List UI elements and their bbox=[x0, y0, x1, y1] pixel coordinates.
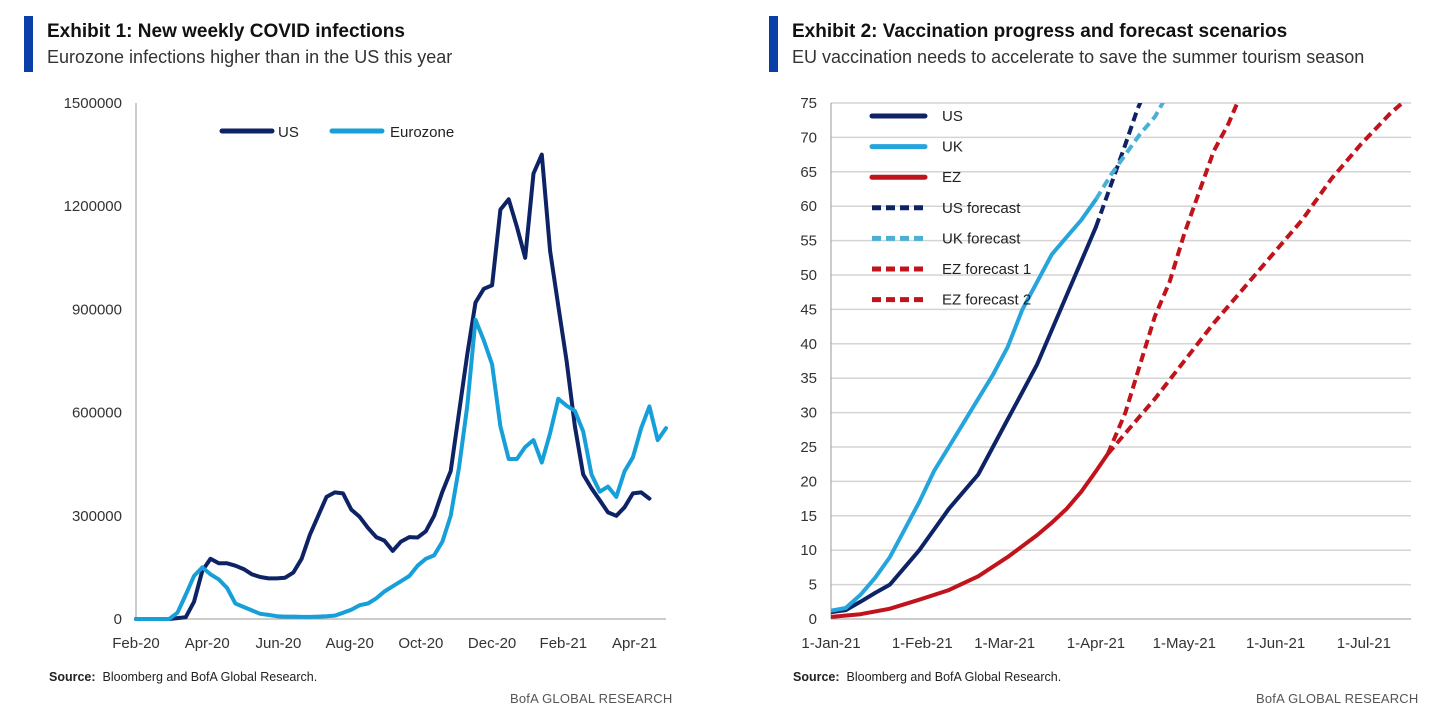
y-tick-label: 5 bbox=[809, 577, 817, 594]
x-tick-label: 1-Feb-21 bbox=[892, 635, 953, 652]
exhibit-2-source: Source: Bloomberg and BofA Global Resear… bbox=[793, 670, 1061, 684]
exhibit-1-source-text: Bloomberg and BofA Global Research. bbox=[102, 670, 318, 684]
legend-label-uk: UK bbox=[942, 139, 963, 156]
y-tick-label: 0 bbox=[809, 611, 817, 628]
x-tick-label: 1-Jan-21 bbox=[801, 635, 860, 652]
y-tick-label: 60 bbox=[800, 198, 817, 215]
x-tick-label: Feb-21 bbox=[540, 635, 588, 652]
y-tick-label: 70 bbox=[800, 129, 817, 146]
x-tick-label: Oct-20 bbox=[398, 635, 443, 652]
x-tick-label: Apr-21 bbox=[612, 635, 657, 652]
series-line-uk-forecast bbox=[1094, 103, 1165, 201]
exhibit-2-chart: 0 5 10 15 20 25 30 35 40 45 50 55 60 65 70 75 1-Jan-21 1-… bbox=[800, 95, 1411, 652]
series-line-ez-forecast-2 bbox=[1106, 103, 1404, 456]
y-tick-label: 35 bbox=[800, 370, 817, 387]
y-tick-label: 10 bbox=[800, 542, 817, 559]
exhibit-2-title: Exhibit 2: Vaccination progress and fore… bbox=[792, 21, 1288, 42]
y-tick-label: 75 bbox=[800, 95, 817, 112]
exhibit-1-source-label: Source: bbox=[49, 670, 96, 684]
y-tick-label: 30 bbox=[800, 405, 817, 422]
exhibit-1-source: Source: Bloomberg and BofA Global Resear… bbox=[49, 670, 317, 684]
y-tick-label: 45 bbox=[800, 301, 817, 318]
y-tick-label: 65 bbox=[800, 164, 817, 181]
series-line-us bbox=[134, 152, 652, 621]
exhibit-2-subtitle: EU vaccination needs to accelerate to sa… bbox=[792, 47, 1365, 67]
exhibit-1-panel: Exhibit 1: New weekly COVID infections E… bbox=[0, 0, 700, 721]
legend-label-us: US bbox=[942, 108, 963, 125]
y-tick-label: 15 bbox=[800, 508, 817, 525]
x-tick-label: 1-Jun-21 bbox=[1246, 635, 1305, 652]
exhibit-1-chart: 0 300000 600000 900000 1200000 1500000 Feb-20 A… bbox=[64, 95, 668, 652]
y-tick-label: 0 bbox=[114, 611, 122, 628]
exhibit-1-subtitle: Eurozone infections higher than in the U… bbox=[47, 47, 453, 67]
y-tick-label: 40 bbox=[800, 336, 817, 353]
y-tick-label: 20 bbox=[800, 473, 817, 490]
y-tick-label: 300000 bbox=[72, 508, 122, 525]
series-line-us bbox=[831, 224, 1098, 615]
x-tick-label: Apr-20 bbox=[185, 635, 230, 652]
x-tick-label: 1-Jul-21 bbox=[1337, 635, 1391, 652]
y-tick-label: 1500000 bbox=[64, 95, 122, 112]
legend-label-ez-forecast-1: EZ forecast 1 bbox=[942, 261, 1031, 278]
x-tick-label: 1-May-21 bbox=[1153, 635, 1216, 652]
y-tick-label: 25 bbox=[800, 439, 817, 456]
series-line-ez bbox=[831, 451, 1110, 619]
exhibit-2-brand: BofA GLOBAL RESEARCH bbox=[1256, 691, 1419, 706]
y-tick-label: 1200000 bbox=[64, 198, 122, 215]
x-tick-label: Feb-20 bbox=[112, 635, 160, 652]
x-tick-label: Aug-20 bbox=[325, 635, 373, 652]
exhibit-2-panel: Exhibit 2: Vaccination progress and fore… bbox=[745, 0, 1429, 721]
y-tick-label: 50 bbox=[800, 267, 817, 284]
series-line-ez-forecast-1 bbox=[1105, 103, 1240, 455]
exhibit-1-brand: BofA GLOBAL RESEARCH bbox=[510, 691, 673, 706]
exhibit-2-source-label: Source: bbox=[793, 670, 840, 684]
y-tick-label: 55 bbox=[800, 233, 817, 250]
x-tick-label: Dec-20 bbox=[468, 635, 516, 652]
series-line-eurozone bbox=[134, 317, 668, 621]
x-tick-label: 1-Apr-21 bbox=[1067, 635, 1125, 652]
legend-label-ez-forecast-2: EZ forecast 2 bbox=[942, 292, 1031, 309]
x-tick-label: Jun-20 bbox=[256, 635, 302, 652]
x-tick-label: 1-Mar-21 bbox=[974, 635, 1035, 652]
legend-label-ez: EZ bbox=[942, 169, 961, 186]
exhibit-1-title: Exhibit 1: New weekly COVID infections bbox=[47, 21, 405, 42]
exhibit-1-accent-bar bbox=[24, 16, 33, 72]
exhibit-2-source-text: Bloomberg and BofA Global Research. bbox=[846, 670, 1062, 684]
legend-label-us-forecast: US forecast bbox=[942, 200, 1021, 217]
series-line-uk bbox=[831, 197, 1098, 613]
legend-label-eurozone: Eurozone bbox=[390, 124, 454, 141]
y-tick-label: 600000 bbox=[72, 405, 122, 422]
y-tick-label: 900000 bbox=[72, 301, 122, 318]
legend-label-uk-forecast: UK forecast bbox=[942, 230, 1021, 247]
exhibit-2-accent-bar bbox=[769, 16, 778, 72]
series-line-us-forecast bbox=[1094, 103, 1143, 228]
legend-label-us: US bbox=[278, 124, 299, 141]
